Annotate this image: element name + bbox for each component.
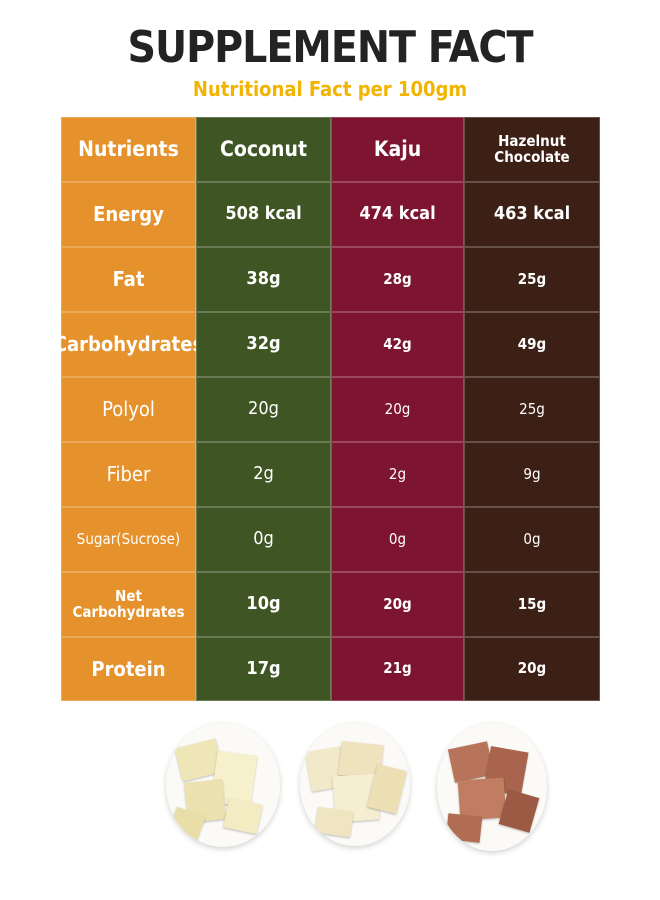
row-label-energy: Energy [61, 182, 196, 247]
header-nutrients: Nutrients [61, 117, 196, 182]
cell-fat-coconut: 38g [196, 247, 331, 312]
row-label-polyol: Polyol [61, 377, 196, 442]
cell-polyol-coconut: 20g [196, 377, 331, 442]
cell-sugar-hazelnut: 0g [464, 507, 600, 572]
row-label-protein: Protein [61, 637, 196, 701]
page-title: SUPPLEMENT FACT [127, 22, 534, 73]
page-subtitle: Nutritional Fact per 100gm [192, 77, 468, 101]
cell-sugar-kaju: 0g [331, 507, 464, 572]
cell-carbohydrates-hazelnut: 49g [464, 312, 600, 377]
cell-carbohydrates-kaju: 42g [331, 312, 464, 377]
cell-fiber-kaju: 2g [331, 442, 464, 507]
cell-net-carbohydrates-hazelnut: 15g [464, 572, 600, 637]
cell-energy-kaju: 474 kcal [331, 182, 464, 247]
cell-fiber-hazelnut: 9g [464, 442, 600, 507]
cell-net-carbohydrates-kaju: 20g [331, 572, 464, 637]
cell-protein-kaju: 21g [331, 637, 464, 701]
cell-net-carbohydrates-coconut: 10g [196, 572, 331, 637]
cell-fat-hazelnut: 25g [464, 247, 600, 312]
header-coconut: Coconut [196, 117, 331, 182]
header-kaju: Kaju [331, 117, 464, 182]
cell-protein-hazelnut: 20g [464, 637, 600, 701]
cell-energy-coconut: 508 kcal [196, 182, 331, 247]
nutrition-table: Nutrients Coconut Kaju Hazelnut Chocolat… [54, 117, 600, 706]
header-hazelnut-chocolate: Hazelnut Chocolate [464, 117, 600, 182]
cell-fiber-coconut: 2g [196, 442, 331, 507]
cell-polyol-kaju: 20g [331, 377, 464, 442]
cell-fat-kaju: 28g [331, 247, 464, 312]
cell-energy-hazelnut: 463 kcal [464, 182, 600, 247]
cell-carbohydrates-coconut: 32g [196, 312, 331, 377]
cell-protein-coconut: 17g [196, 637, 331, 701]
row-label-fiber: Fiber [61, 442, 196, 507]
hazelnut-chocolate-bowl-image [437, 723, 547, 851]
row-label-fat: Fat [61, 247, 196, 312]
row-label-carbohydrates: Carbohydrates [54, 312, 203, 377]
row-label-net-carbohydrates: Net Carbohydrates [61, 572, 196, 637]
cell-sugar-coconut: 0g [196, 507, 331, 572]
coconut-bowl-image [166, 723, 280, 847]
kaju-bowl-image [300, 723, 410, 846]
cell-polyol-hazelnut: 25g [464, 377, 600, 442]
row-label-sugar: Sugar(Sucrose) [61, 507, 196, 572]
